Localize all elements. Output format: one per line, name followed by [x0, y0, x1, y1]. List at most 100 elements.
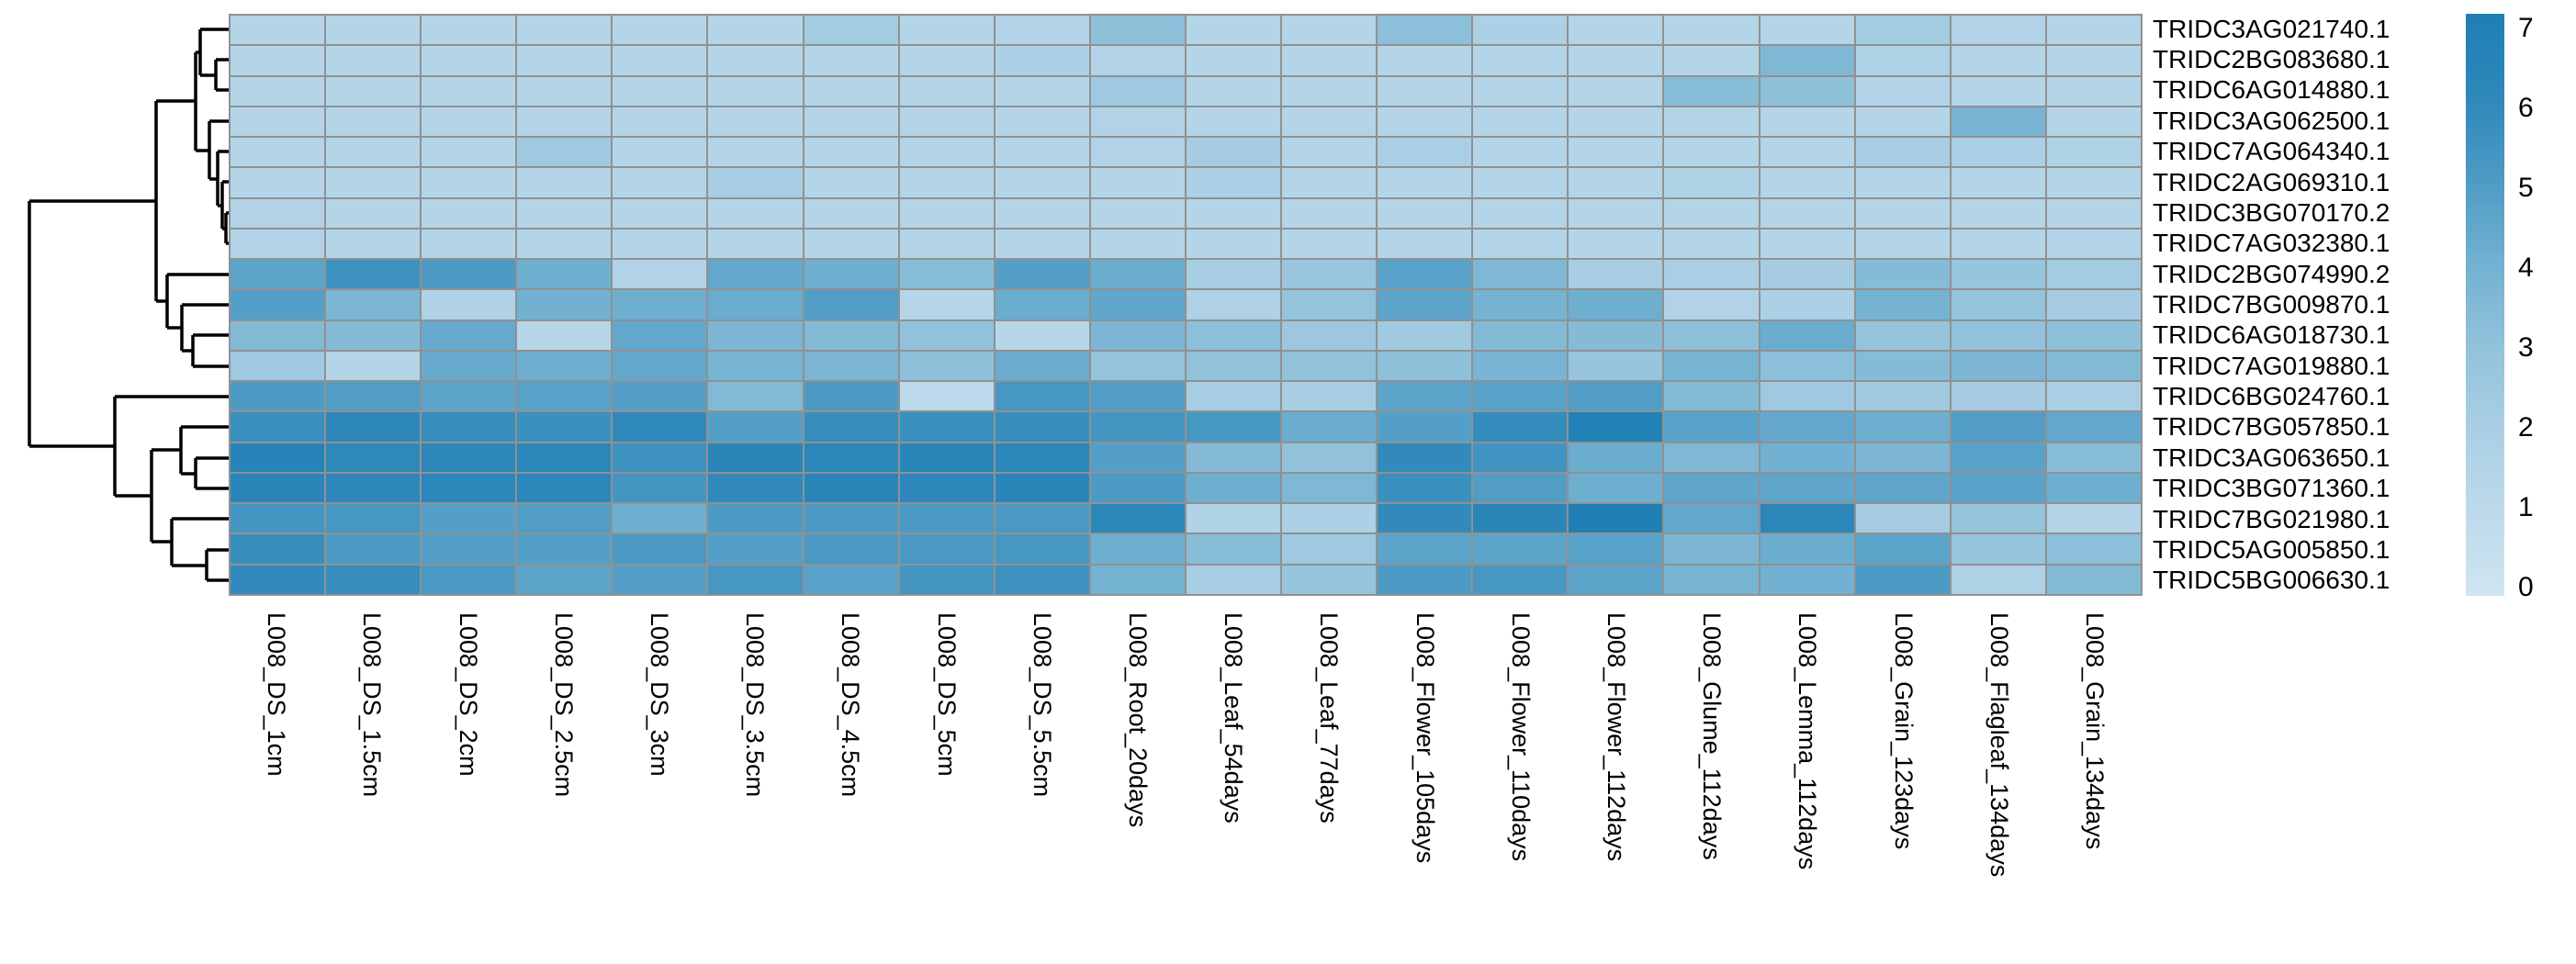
heatmap-cell — [1569, 382, 1663, 411]
heatmap-cell — [995, 473, 1089, 503]
heatmap-cell — [517, 290, 612, 319]
heatmap-cell — [1855, 382, 1950, 411]
heatmap-cell — [1473, 198, 1568, 228]
heatmap-cell — [231, 106, 325, 137]
row-label: TRIDC2BG074990.2 — [2153, 259, 2390, 288]
heatmap-cell — [2046, 76, 2141, 106]
heatmap-cell — [1855, 320, 1950, 350]
heatmap-cell — [1186, 473, 1281, 503]
heatmap-cell — [2046, 443, 2141, 472]
heatmap-cell — [1473, 46, 1568, 75]
heatmap-cell — [2046, 138, 2141, 167]
heatmap-cell — [517, 351, 612, 381]
heatmap-cell — [1090, 382, 1185, 411]
heatmap-cell — [613, 534, 707, 564]
heatmap-cell — [1664, 534, 1759, 564]
heatmap-cell — [1951, 565, 2045, 594]
heatmap-cell — [899, 290, 994, 319]
heatmap-cell — [1378, 351, 1472, 381]
heatmap-cell — [1473, 168, 1568, 197]
heatmap-cell — [1378, 443, 1472, 472]
column-label: L008_DS_4.5cm — [837, 612, 865, 798]
colorbar-tick-label: 3 — [2518, 332, 2534, 363]
column-label: L008_DS_2cm — [454, 612, 482, 777]
heatmap-cell — [995, 138, 1089, 167]
heatmap-cell — [1473, 229, 1568, 259]
heatmap-cell — [231, 504, 325, 533]
heatmap-cell — [1664, 76, 1759, 106]
heatmap-cell — [1282, 382, 1377, 411]
heatmap-cell — [1760, 229, 1854, 259]
heatmap-cell — [899, 198, 994, 228]
row-label: TRIDC3AG063650.1 — [2153, 443, 2390, 472]
heatmap-cell — [995, 290, 1089, 319]
heatmap-cell — [2046, 473, 2141, 503]
heatmap-cell — [804, 534, 898, 564]
heatmap-cell — [2046, 534, 2141, 564]
heatmap-cell — [1569, 504, 1663, 533]
heatmap-cell — [326, 534, 421, 564]
row-label: TRIDC3AG062500.1 — [2153, 106, 2390, 135]
column-label: L008_DS_1cm — [263, 612, 291, 777]
heatmap-cell — [1282, 320, 1377, 350]
heatmap-cell — [1855, 412, 1950, 442]
heatmap-cell — [1378, 290, 1472, 319]
row-label: TRIDC6AG018730.1 — [2153, 320, 2390, 350]
heatmap-cell — [1090, 16, 1185, 45]
row-label: TRIDC7BG021980.1 — [2153, 504, 2390, 533]
heatmap-cell — [1473, 534, 1568, 564]
heatmap-cell — [231, 412, 325, 442]
heatmap-cell — [517, 473, 612, 503]
heatmap-cell — [2046, 106, 2141, 137]
colorbar-tick-label: 1 — [2518, 492, 2534, 522]
heatmap-cell — [1951, 260, 2045, 289]
heatmap-cell — [1760, 504, 1854, 533]
heatmap-cell — [326, 320, 421, 350]
heatmap-cell — [1569, 412, 1663, 442]
heatmap-cell — [1569, 260, 1663, 289]
heatmap-cell — [1951, 229, 2045, 259]
heatmap-cell — [1282, 198, 1377, 228]
column-label: L008_Glume_112days — [1698, 612, 1727, 860]
heatmap-cell — [1282, 46, 1377, 75]
heatmap-cell — [326, 106, 421, 137]
heatmap-cell — [1282, 168, 1377, 197]
heatmap-cell — [422, 382, 516, 411]
heatmap-cell — [1473, 16, 1568, 45]
column-label: L008_Root_20days — [1123, 612, 1152, 828]
heatmap-cell — [1282, 229, 1377, 259]
column-label: L008_Flower_112days — [1602, 612, 1630, 862]
heatmap-cell — [1855, 504, 1950, 533]
heatmap-cell — [1186, 198, 1281, 228]
heatmap-cell — [1664, 260, 1759, 289]
colorbar-tick-label: 5 — [2518, 173, 2534, 203]
heatmap-cell — [1855, 473, 1950, 503]
heatmap-cell — [1664, 443, 1759, 472]
heatmap-cell — [1855, 76, 1950, 106]
column-label: L008_DS_3.5cm — [741, 612, 770, 798]
heatmap-cell — [1378, 168, 1472, 197]
heatmap-cell — [708, 290, 803, 319]
heatmap-cell — [422, 351, 516, 381]
heatmap-cell — [1760, 198, 1854, 228]
heatmap-cell — [899, 76, 994, 106]
heatmap-cell — [422, 16, 516, 45]
heatmap-cell — [1569, 138, 1663, 167]
heatmap-cell — [1569, 290, 1663, 319]
heatmap-cell — [1282, 76, 1377, 106]
heatmap-cell — [326, 382, 421, 411]
heatmap-cell — [804, 473, 898, 503]
heatmap-cell — [2046, 168, 2141, 197]
heatmap-cell — [1282, 351, 1377, 381]
heatmap-cell — [804, 168, 898, 197]
heatmap-cell — [613, 290, 707, 319]
heatmap-cell — [613, 351, 707, 381]
heatmap-cell — [1569, 229, 1663, 259]
heatmap-cell — [1569, 534, 1663, 564]
heatmap-cell — [613, 46, 707, 75]
colorbar-tick-label: 6 — [2518, 93, 2534, 123]
heatmap-cell — [899, 260, 994, 289]
heatmap-cell — [326, 443, 421, 472]
heatmap-cell — [1569, 351, 1663, 381]
heatmap-cell — [1951, 412, 2045, 442]
